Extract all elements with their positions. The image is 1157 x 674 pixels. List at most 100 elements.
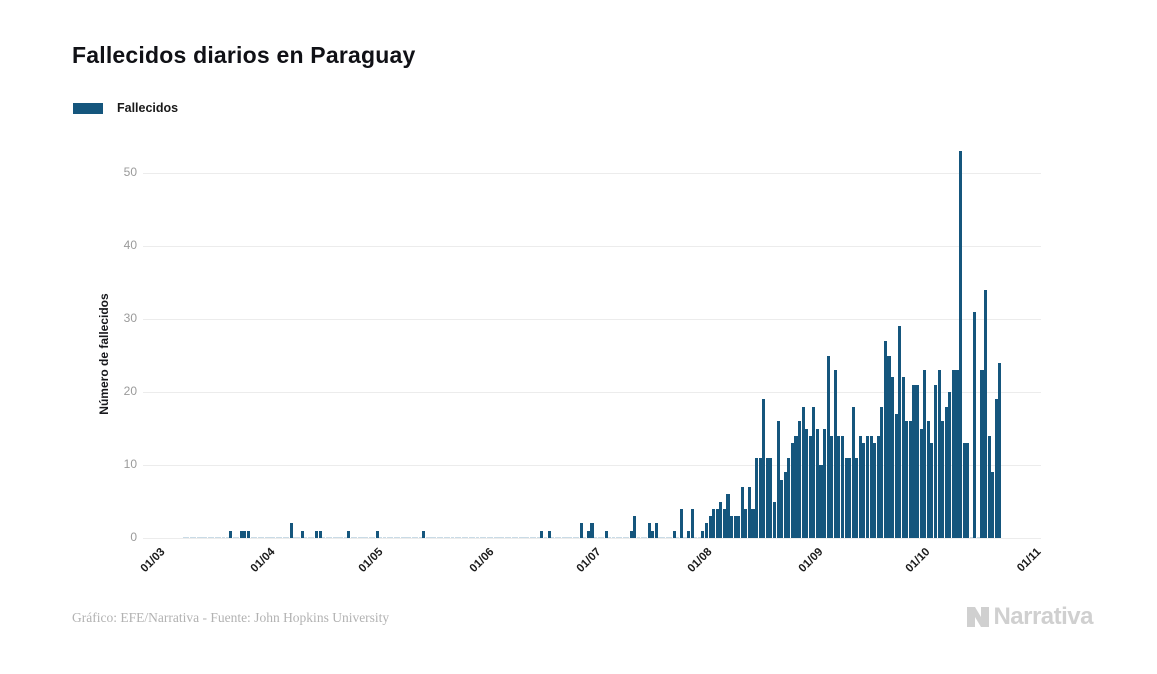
zero-mark-day-34 [275, 536, 279, 538]
bar-day-138 [647, 523, 651, 538]
zero-mark-day-95 [493, 536, 497, 538]
bar-day-26 [246, 530, 251, 538]
bar-day-163 [737, 516, 741, 538]
zero-mark-day-76 [425, 536, 429, 538]
bar-day-149 [687, 530, 691, 538]
brand-logo: Narrativa [966, 603, 1093, 631]
zero-mark-day-144 [669, 536, 673, 538]
zero-mark-day-27 [250, 536, 254, 538]
bar-day-184 [812, 406, 816, 538]
zero-mark-day-131 [622, 536, 626, 538]
zero-mark-day-55 [350, 536, 354, 538]
zero-mark-day-53 [343, 536, 347, 538]
x-tick-label-01-07: 01/07 [574, 546, 604, 575]
zero-mark-day-89 [472, 536, 476, 538]
zero-mark-day-151 [694, 536, 698, 538]
gridline-y-50 [143, 172, 1041, 174]
bar-day-38 [289, 523, 293, 538]
zero-mark-day-93 [486, 536, 490, 538]
bar-day-195 [851, 406, 855, 538]
bar-day-202 [876, 435, 880, 538]
bar-day-122 [590, 523, 594, 538]
bar-day-183 [808, 435, 812, 538]
zero-mark-day-104 [526, 536, 530, 538]
bar-day-236 [998, 362, 1002, 538]
zero-mark-day-115 [565, 536, 569, 538]
zero-mark-day-112 [554, 536, 558, 538]
zero-mark-day-103 [522, 536, 526, 538]
bar-day-185 [815, 428, 819, 538]
zero-mark-day-92 [483, 536, 487, 538]
zero-mark-day-143 [665, 536, 669, 538]
bar-day-174 [776, 421, 780, 538]
bar-day-75 [422, 530, 426, 538]
zero-mark-day-230 [976, 536, 980, 538]
zero-mark-day-109 [543, 536, 548, 538]
bar-day-25 [243, 530, 247, 538]
zero-mark-day-86 [461, 536, 465, 538]
gridline-y-30 [143, 318, 1041, 320]
zero-mark-day-35 [279, 536, 283, 538]
bar-day-216 [926, 421, 930, 538]
bar-day-229 [973, 311, 977, 538]
bar-day-147 [679, 508, 683, 538]
zero-mark-day-16 [211, 536, 215, 538]
zero-mark-day-97 [501, 536, 505, 538]
bar-day-166 [747, 486, 751, 538]
bar-day-190 [833, 370, 837, 538]
zero-mark-day-18 [218, 536, 222, 538]
zero-mark-day-32 [268, 536, 272, 538]
bar-day-160 [726, 494, 730, 538]
zero-mark-day-65 [386, 536, 390, 538]
bar-day-169 [758, 457, 762, 538]
bar-day-234 [991, 472, 995, 538]
bar-day-177 [787, 457, 791, 538]
legend-label: Fallecidos [117, 101, 179, 115]
zero-mark-day-67 [393, 536, 397, 538]
zero-mark-day-142 [662, 536, 666, 538]
zero-mark-day-8 [182, 536, 186, 538]
bar-day-181 [801, 406, 805, 538]
zero-mark-day-71 [407, 536, 412, 538]
zero-mark-day-20 [225, 536, 229, 538]
zero-mark-day-66 [390, 536, 394, 538]
x-tick-label-01-08: 01/08 [685, 546, 715, 575]
bar-day-231 [980, 370, 984, 538]
bar-day-208 [898, 326, 902, 538]
zero-mark-day-94 [490, 536, 494, 538]
bar-day-24 [239, 530, 243, 538]
bar-day-145 [672, 530, 676, 538]
zero-mark-day-124 [597, 536, 601, 538]
gridline-y-0 [143, 537, 1041, 539]
zero-mark-day-49 [329, 536, 333, 538]
zero-mark-day-22 [232, 536, 236, 538]
bar-day-155 [708, 516, 712, 538]
bar-day-212 [912, 384, 916, 538]
plot-area [143, 140, 1041, 539]
legend-swatch [73, 102, 103, 114]
zero-mark-day-9 [186, 536, 190, 538]
zero-mark-day-59 [365, 536, 369, 538]
zero-mark-day-85 [458, 536, 462, 538]
zero-mark-day-72 [411, 536, 415, 538]
bar-day-222 [948, 392, 952, 538]
bar-day-214 [919, 428, 923, 538]
zero-mark-day-136 [640, 536, 644, 538]
zero-mark-day-105 [529, 536, 533, 538]
bar-day-156 [712, 508, 716, 538]
bar-day-134 [633, 516, 637, 538]
zero-mark-day-102 [518, 536, 522, 538]
zero-mark-day-31 [264, 536, 268, 538]
zero-mark-day-36 [282, 536, 286, 538]
y-tick-label-10: 10 [123, 457, 137, 471]
bar-day-189 [830, 435, 834, 538]
zero-mark-day-11 [193, 536, 197, 538]
chart-title: Fallecidos diarios en Paraguay [72, 42, 416, 68]
narrativa-logo-icon [967, 607, 990, 627]
bar-day-201 [873, 443, 877, 538]
zero-mark-day-81 [443, 536, 447, 538]
bar-day-45 [314, 530, 319, 538]
zero-mark-day-73 [415, 536, 419, 538]
zero-mark-day-127 [608, 536, 612, 538]
zero-mark-day-78 [433, 536, 437, 538]
